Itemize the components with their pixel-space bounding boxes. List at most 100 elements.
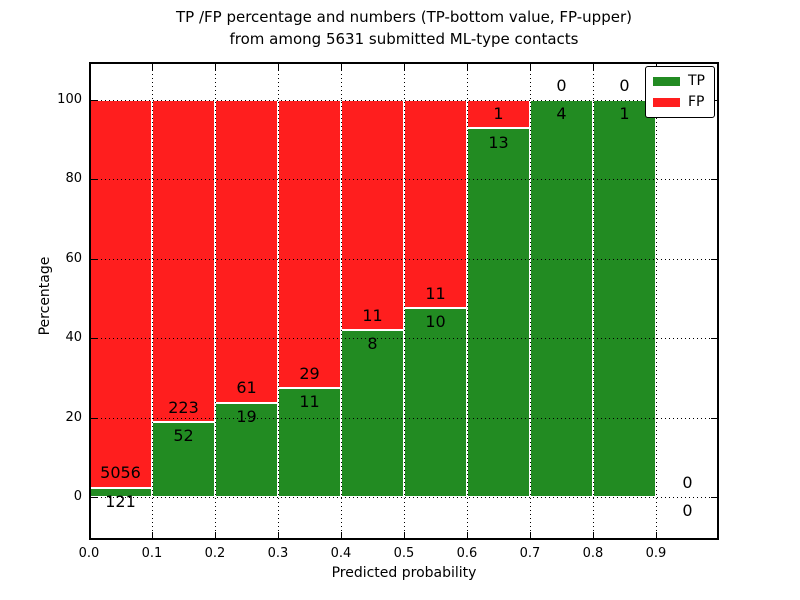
x-gridline — [593, 62, 594, 540]
x-tick — [341, 64, 342, 70]
fp-count-label: 0 — [556, 75, 567, 95]
x-tick — [656, 532, 657, 538]
fp-bar-segment — [89, 100, 152, 488]
tp-bar-segment — [593, 100, 656, 497]
x-tick — [215, 532, 216, 538]
y-tick — [711, 258, 717, 260]
fp-count-label: 0 — [619, 75, 630, 95]
x-tick-label: 0.4 — [330, 546, 352, 561]
y-tick — [91, 417, 97, 419]
x-tick-label: 0.8 — [582, 546, 604, 561]
x-tick — [530, 64, 531, 70]
fp-count-label: 11 — [425, 283, 446, 303]
tp-legend-swatch — [653, 77, 680, 86]
fp-bar-segment — [404, 100, 467, 308]
chart-title-line1: TP /FP percentage and numbers (TP-bottom… — [176, 8, 632, 26]
x-gridline — [656, 62, 657, 540]
y-tick-label: 80 — [65, 171, 82, 187]
x-tick — [404, 532, 405, 538]
fp-bar-segment — [152, 100, 215, 422]
x-tick-label: 0.9 — [645, 546, 667, 561]
x-tick — [593, 532, 594, 538]
x-tick-label: 0.7 — [519, 546, 541, 561]
tp-count-label: 19 — [236, 407, 257, 426]
x-tick-label: 0.5 — [393, 546, 415, 561]
plot-area: 5056 121 223 52 61 19 29 11 11 8 11 10 1 13 0 4 0 1 0 0 — [89, 62, 719, 540]
y-tick-label: 0 — [73, 489, 82, 504]
legend-item-fp: FP — [653, 92, 705, 113]
fp-bar-segment — [278, 100, 341, 388]
x-tick — [404, 64, 405, 70]
y-tick-label: 20 — [65, 409, 82, 425]
x-tick — [467, 532, 468, 538]
x-gridline — [404, 62, 405, 540]
fp-count-label: 11 — [362, 305, 383, 325]
x-tick — [89, 64, 90, 70]
tp-count-label: 13 — [488, 132, 509, 152]
tp-count-label: 121 — [105, 492, 136, 511]
y-tick — [91, 258, 97, 260]
x-tick-label: 0.2 — [204, 546, 226, 561]
y-tick — [91, 179, 97, 181]
fp-bar-segment — [467, 100, 530, 129]
y-tick — [711, 179, 717, 181]
x-gridline — [278, 62, 279, 540]
x-gridline — [530, 62, 531, 540]
x-tick — [89, 532, 90, 538]
legend-item-tp: TP — [653, 71, 705, 92]
fp-count-label: 29 — [299, 363, 320, 383]
tp-count-label: 8 — [367, 334, 378, 354]
fp-bar-segment — [215, 100, 278, 403]
x-tick-label: 0.6 — [456, 546, 478, 561]
tp-count-label: 0 — [682, 501, 693, 521]
tp-bar-segment — [341, 329, 404, 497]
x-tick — [593, 64, 594, 70]
y-tick — [91, 497, 97, 498]
x-gridline — [467, 62, 468, 540]
spine-left — [89, 62, 91, 540]
tp-count-label: 10 — [425, 312, 446, 332]
chart-title-line2: from among 5631 submitted ML-type contac… — [229, 30, 579, 48]
x-tick — [530, 532, 531, 538]
x-tick — [278, 532, 279, 538]
x-tick-label: 0.3 — [267, 546, 289, 561]
x-tick — [215, 64, 216, 70]
legend: TP FP — [645, 66, 715, 118]
x-tick — [341, 532, 342, 538]
tp-bar-segment — [404, 308, 467, 497]
tp-bar-segment — [278, 387, 341, 497]
tp-count-label: 11 — [299, 392, 320, 412]
fp-legend-swatch — [653, 98, 680, 107]
fp-count-label: 61 — [236, 378, 257, 398]
spine-bottom — [89, 538, 719, 540]
x-tick — [152, 64, 153, 70]
x-tick — [278, 64, 279, 70]
x-tick — [152, 532, 153, 538]
spine-top — [89, 62, 719, 64]
fp-count-label: 5056 — [100, 463, 141, 483]
fp-count-label: 1 — [493, 104, 504, 124]
chart-title: TP /FP percentage and numbers (TP-bottom… — [89, 6, 719, 50]
y-tick — [91, 100, 97, 101]
y-tick — [711, 497, 717, 498]
x-tick — [467, 64, 468, 70]
tp-legend-label: TP — [688, 73, 705, 89]
y-tick — [91, 338, 97, 340]
tp-count-label: 52 — [173, 426, 194, 446]
y-tick-label: 40 — [65, 330, 82, 346]
x-tick-label: 0.0 — [78, 546, 100, 561]
spine-right — [717, 62, 719, 540]
x-tick-label: 0.1 — [141, 546, 163, 561]
y-tick-label: 100 — [57, 92, 82, 107]
y-axis-label: Percentage — [37, 256, 53, 336]
x-gridline — [215, 62, 216, 540]
x-gridline — [152, 62, 153, 540]
tp-bar-segment — [530, 100, 593, 497]
tp-count-label: 4 — [556, 104, 567, 124]
tp-bar-segment — [152, 421, 215, 497]
y-tick — [711, 417, 717, 419]
fp-legend-label: FP — [688, 94, 705, 110]
x-gridline — [341, 62, 342, 540]
x-axis-label: Predicted probability — [331, 565, 477, 581]
